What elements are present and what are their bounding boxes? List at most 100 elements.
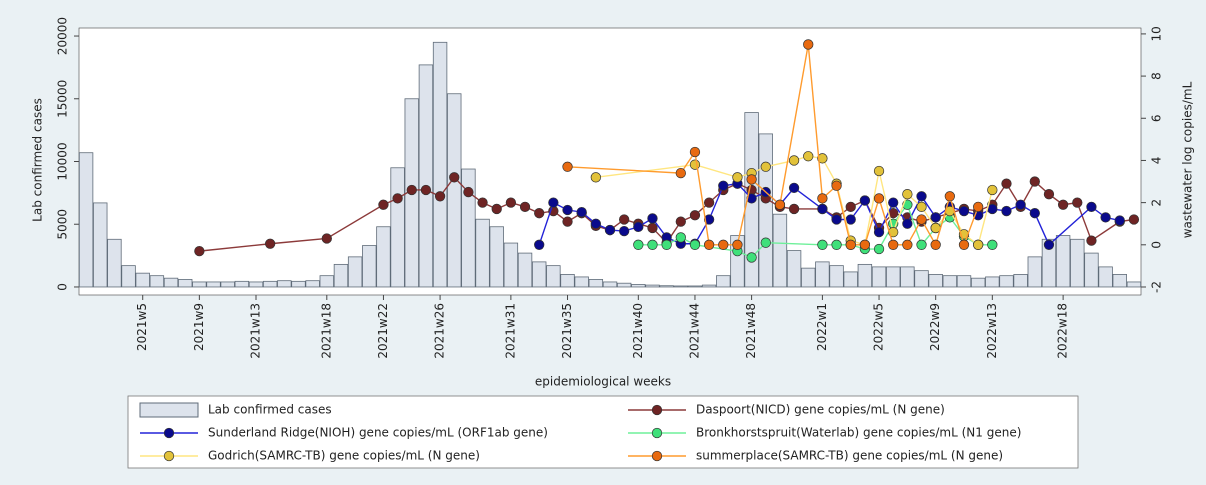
bar xyxy=(489,226,504,288)
series-marker xyxy=(902,239,913,250)
series-marker xyxy=(831,239,842,250)
series-marker xyxy=(1072,197,1083,208)
series-marker xyxy=(392,193,403,204)
x-tick-label: 2021w31 xyxy=(503,303,517,359)
bar xyxy=(390,167,405,288)
series-marker xyxy=(633,239,644,250)
series-marker xyxy=(817,239,828,250)
series-marker xyxy=(788,182,800,194)
legend-marker xyxy=(651,404,663,416)
series-marker xyxy=(831,180,842,191)
series-marker xyxy=(831,214,842,225)
series-marker xyxy=(449,172,460,183)
legend-marker xyxy=(651,450,663,462)
series-marker xyxy=(973,239,984,250)
series-marker xyxy=(647,222,658,234)
series-marker xyxy=(1128,214,1140,225)
series-marker xyxy=(505,197,517,208)
x-tick-label: 2021w44 xyxy=(687,303,701,359)
series-marker xyxy=(434,191,446,202)
series-marker xyxy=(463,186,474,198)
bar xyxy=(857,263,873,288)
bar xyxy=(248,281,264,288)
x-tick-label: 2022w5 xyxy=(872,303,886,351)
series-marker xyxy=(321,233,332,244)
legend-marker xyxy=(651,427,663,439)
series-marker xyxy=(604,224,616,236)
series-marker xyxy=(888,197,899,208)
bar xyxy=(220,281,235,288)
series-marker xyxy=(1029,176,1040,187)
series-marker xyxy=(1057,199,1069,210)
series-marker xyxy=(845,201,856,212)
bar xyxy=(1112,274,1127,288)
series-marker xyxy=(873,227,885,238)
bar xyxy=(886,266,901,288)
series-marker xyxy=(788,155,800,166)
series-marker xyxy=(675,216,686,227)
series-marker xyxy=(619,225,630,237)
bar xyxy=(900,266,915,288)
bar xyxy=(801,267,816,288)
bar xyxy=(432,41,448,288)
bar xyxy=(234,280,250,288)
series-marker xyxy=(803,39,814,50)
series-marker xyxy=(732,239,743,250)
bar xyxy=(149,275,165,288)
series-marker xyxy=(562,204,573,216)
legend-label: Daspoort(NICD) gene copies/mL (N gene) xyxy=(696,403,945,417)
y2-tick-label: -2 xyxy=(1150,281,1164,293)
bar xyxy=(588,279,604,288)
y-axis-title: Lab confirmed cases xyxy=(31,98,45,222)
series-marker xyxy=(774,199,786,210)
series-marker xyxy=(1043,189,1055,200)
bar xyxy=(645,284,660,288)
bar xyxy=(1041,238,1057,288)
series-marker xyxy=(718,180,729,191)
y-tick-label: 20000 xyxy=(56,17,70,55)
series-marker xyxy=(859,239,871,250)
bar xyxy=(503,242,519,288)
bar xyxy=(517,252,533,288)
series-marker xyxy=(718,239,729,250)
bar xyxy=(163,277,179,288)
bar xyxy=(758,133,773,288)
series-marker xyxy=(902,218,913,229)
bar xyxy=(347,256,363,288)
series-marker xyxy=(1043,239,1055,250)
x-tick-label: 2022w9 xyxy=(928,303,942,351)
bar xyxy=(1126,281,1142,288)
series-marker xyxy=(902,189,913,200)
bar xyxy=(135,272,150,288)
legend-label: Bronkhorstspruit(Waterlab) gene copies/m… xyxy=(696,426,1021,440)
bar xyxy=(475,218,490,288)
x-tick-label: 2021w5 xyxy=(135,303,149,351)
bar xyxy=(418,64,434,288)
series-marker xyxy=(590,172,601,183)
x-tick-label: 2022w13 xyxy=(985,303,999,359)
bar xyxy=(305,280,320,288)
y2-tick-label: 4 xyxy=(1150,157,1164,165)
bar xyxy=(970,277,986,288)
bar xyxy=(673,285,688,288)
x-tick-label: 2021w22 xyxy=(376,303,390,359)
y2-tick-label: 10 xyxy=(1150,26,1164,41)
series-marker xyxy=(845,239,856,250)
series-marker xyxy=(647,213,658,224)
bar xyxy=(333,263,349,288)
legend xyxy=(127,395,1079,469)
series-marker xyxy=(1086,235,1097,246)
series-marker xyxy=(1114,215,1125,226)
series-marker xyxy=(760,237,771,248)
bar xyxy=(942,275,958,288)
y-tick-label: 10000 xyxy=(56,142,70,180)
series-marker xyxy=(916,201,927,212)
series-marker xyxy=(420,184,432,196)
x-axis-title: epidemiological weeks xyxy=(535,375,671,389)
series-marker xyxy=(633,221,644,233)
series-marker xyxy=(689,146,701,158)
series-marker xyxy=(888,239,899,250)
series-marker xyxy=(689,159,701,170)
bar xyxy=(772,213,788,288)
